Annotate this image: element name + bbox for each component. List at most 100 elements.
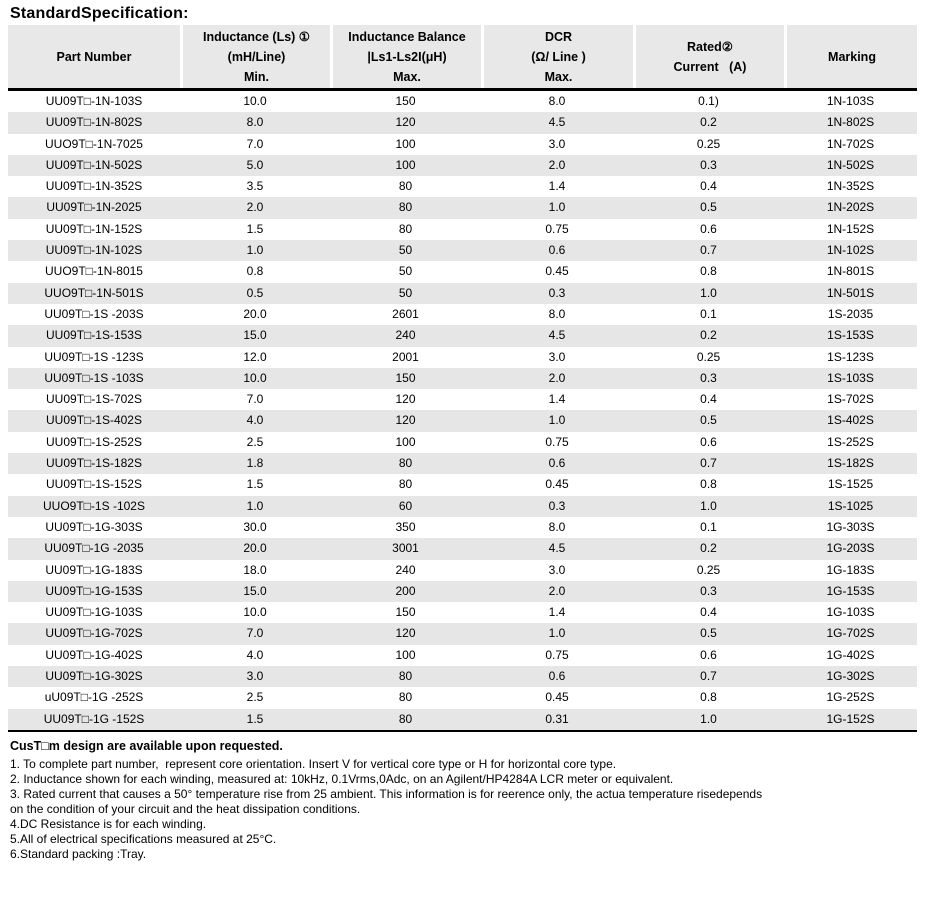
- cell-part-number: UU09T□-1G-103S: [45, 605, 143, 620]
- cell-inductance: 1.8: [246, 456, 264, 471]
- cell-marking: 1S-1025: [827, 498, 874, 513]
- cell-inductance: 7.0: [246, 626, 264, 641]
- table-row: UUO9T□-1N-7025 7.0 100 3.0 0.25 1N-702S: [8, 133, 917, 155]
- table-row: UU09T□-1N-103S 10.0 150 8.0 0.1) 1N-103S: [8, 91, 917, 113]
- cell-rated-current: 0.6: [700, 647, 717, 662]
- header-line: Current (A): [673, 59, 747, 74]
- cell-marking: 1S-1525: [827, 477, 874, 492]
- header-line: Max.: [393, 69, 421, 84]
- cell-dcr: 4.5: [548, 115, 566, 130]
- column-header-inductance: Inductance (Ls) ① (mH/Line) Min.: [180, 25, 330, 88]
- table-row: uU09T□-1G -252S 2.5 80 0.45 0.8 1G-252S: [8, 687, 917, 709]
- cell-dcr: 1.4: [548, 179, 566, 194]
- cell-rated-current: 0.2: [700, 328, 717, 343]
- cell-rated-current: 1.0: [700, 285, 717, 300]
- cell-inductance: 18.0: [243, 562, 267, 577]
- cell-dcr: 1.0: [548, 200, 566, 215]
- column-header-inductance-balance: Inductance Balance |Ls1-Ls2I(μH) Max.: [330, 25, 481, 88]
- cell-marking: 1N-152S: [826, 221, 875, 236]
- cell-part-number: UU09T□-1S-182S: [46, 456, 142, 471]
- cell-marking: 1N-801S: [826, 264, 875, 279]
- cell-part-number: UU09T□-1S-153S: [46, 328, 142, 343]
- cell-marking: 1N-202S: [826, 200, 875, 215]
- cell-inductance-balance: 2601: [392, 306, 419, 321]
- note-line: 2. Inductance shown for each winding, me…: [10, 771, 674, 786]
- table-row: UUO9T□-1N-501S 0.5 50 0.3 1.0 1N-501S: [8, 282, 917, 304]
- cell-rated-current: 1.0: [700, 498, 717, 513]
- note-line: 3. Rated current that causes a 50° tempe…: [10, 786, 763, 801]
- cell-dcr: 2.0: [548, 583, 566, 598]
- table-row: UUO9T□-1N-8015 0.8 50 0.45 0.8 1N-801S: [8, 261, 917, 283]
- cell-marking: 1G-303S: [826, 519, 875, 534]
- cell-rated-current: 0.1: [700, 519, 717, 534]
- cell-part-number: UU09T□-1G-153S: [45, 583, 143, 598]
- cell-dcr: 3.0: [548, 562, 566, 577]
- cell-part-number: UU09T□-1N-152S: [45, 221, 143, 236]
- cell-dcr: 0.45: [545, 264, 569, 279]
- page-title: StandardSpecification:: [10, 5, 189, 22]
- table-row: UU09T□-1G-303S 30.0 350 8.0 0.1 1G-303S: [8, 516, 917, 539]
- cell-inductance: 10.0: [243, 605, 267, 620]
- cell-rated-current: 0.25: [696, 349, 721, 364]
- header-line: Rated②: [687, 39, 733, 54]
- column-header-marking: Marking: [784, 25, 917, 88]
- table-row: UU09T□-1S-182S 1.8 80 0.6 0.7 1S-182S: [8, 453, 917, 475]
- cell-inductance: 1.0: [246, 498, 264, 513]
- cell-inductance-balance: 200: [395, 583, 416, 598]
- cell-part-number: UU09T□-1S-152S: [46, 477, 142, 492]
- cell-rated-current: 0.5: [700, 626, 717, 641]
- cell-marking: 1G-702S: [826, 626, 875, 641]
- cell-dcr: 0.75: [545, 434, 569, 449]
- cell-rated-current: 0.1): [698, 94, 719, 108]
- cell-inductance-balance: 120: [395, 413, 416, 428]
- table-row: UU09T□-1N-2025 2.0 80 1.0 0.5 1N-202S: [8, 197, 917, 219]
- table-row: UU09T□-1S -123S 12.0 2001 3.0 0.25 1S-123S: [8, 346, 917, 368]
- cell-part-number: UU09T□-1S -203S: [44, 306, 144, 321]
- custom-design-note: CusT□m design are available upon request…: [10, 738, 283, 753]
- cell-rated-current: 0.8: [700, 264, 717, 279]
- cell-inductance-balance: 120: [395, 115, 416, 130]
- cell-dcr: 8.0: [548, 306, 566, 321]
- cell-dcr: 0.75: [545, 221, 569, 236]
- cell-part-number: UU09T□-1N-802S: [45, 115, 143, 130]
- cell-rated-current: 0.4: [700, 605, 717, 620]
- cell-inductance: 3.0: [246, 669, 264, 684]
- cell-part-number: UU09T□-1S -123S: [44, 349, 144, 364]
- note-line: 1. To complete part number, represent co…: [10, 756, 617, 771]
- cell-rated-current: 0.4: [700, 179, 717, 194]
- cell-dcr: 1.0: [548, 413, 566, 428]
- cell-inductance-balance: 80: [398, 711, 413, 726]
- table-row: UUO9T□-1S -102S 1.0 60 0.3 1.0 1S-1025: [8, 495, 917, 517]
- cell-inductance: 4.0: [246, 647, 264, 662]
- column-header-part-number: Part Number: [8, 25, 180, 88]
- cell-rated-current: 0.3: [700, 157, 717, 172]
- cell-inductance-balance: 50: [398, 264, 413, 279]
- cell-dcr: 3.0: [548, 136, 566, 151]
- cell-dcr: 1.4: [548, 605, 566, 620]
- cell-part-number: UU09T□-1S-252S: [46, 434, 142, 449]
- cell-marking: 1G-103S: [826, 605, 875, 620]
- cell-marking: 1N-102S: [826, 243, 875, 258]
- header-line: DCR: [544, 29, 573, 44]
- table-row: UU09T□-1S-252S 2.5 100 0.75 0.6 1S-252S: [8, 431, 917, 454]
- cell-dcr: 0.75: [545, 647, 569, 662]
- cell-marking: 1S-2035: [827, 306, 874, 321]
- cell-marking: 1N-802S: [826, 115, 875, 130]
- table-row: UU09T□-1S-153S 15.0 240 4.5 0.2 1S-153S: [8, 325, 917, 347]
- cell-marking: 1S-123S: [827, 349, 874, 364]
- table-row: UU09T□-1N-352S 3.5 80 1.4 0.4 1N-352S: [8, 176, 917, 198]
- cell-rated-current: 0.6: [700, 221, 717, 236]
- cell-inductance-balance: 150: [395, 605, 416, 620]
- cell-inductance: 7.0: [246, 136, 264, 151]
- note-line: 4.DC Resistance is for each winding.: [10, 816, 207, 831]
- cell-inductance-balance: 3001: [392, 541, 419, 556]
- table-row: UU09T□-1N-102S 1.0 50 0.6 0.7 1N-102S: [8, 240, 917, 262]
- cell-marking: 1G-252S: [826, 690, 875, 705]
- cell-inductance: 1.5: [246, 711, 264, 726]
- cell-inductance-balance: 80: [398, 690, 413, 705]
- cell-rated-current: 0.7: [700, 243, 717, 258]
- cell-inductance-balance: 150: [395, 94, 416, 108]
- cell-inductance-balance: 80: [398, 200, 413, 215]
- cell-rated-current: 0.7: [700, 456, 717, 471]
